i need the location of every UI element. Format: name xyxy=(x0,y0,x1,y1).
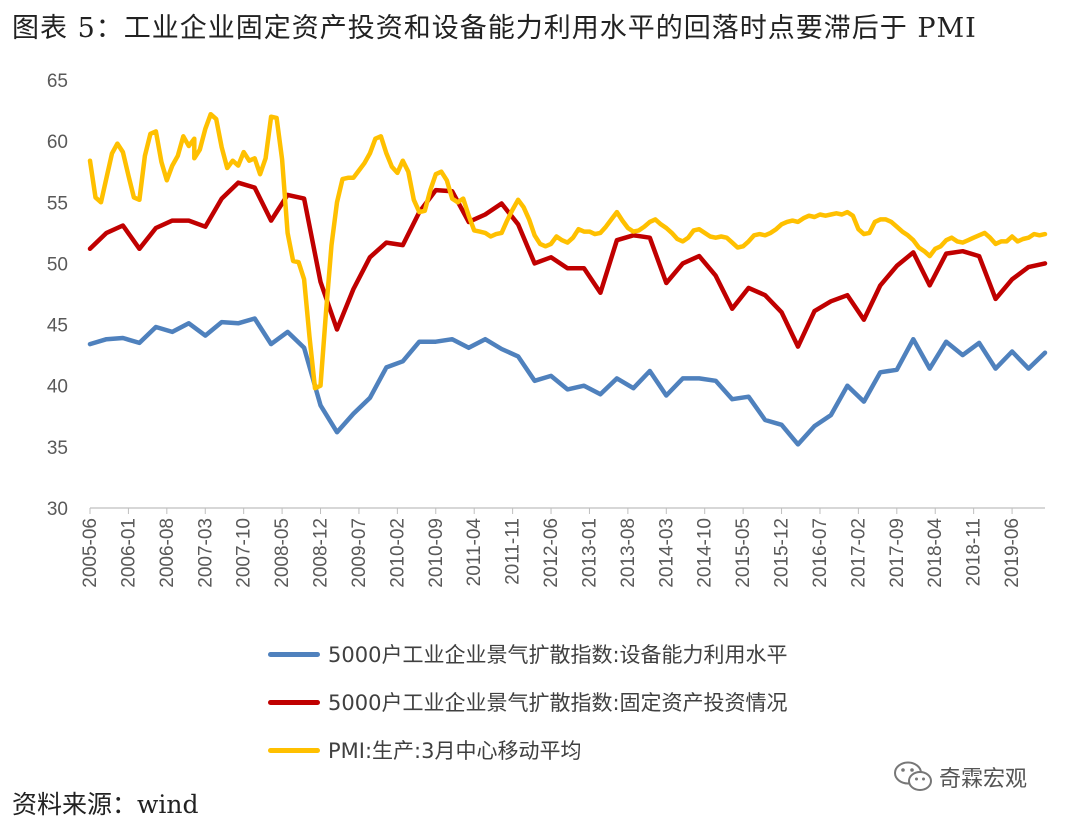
x-tick-label: 2014-03 xyxy=(656,518,677,588)
x-tick-label: 2011-04 xyxy=(464,518,485,587)
legend-label: PMI:生产:3月中心移动平均 xyxy=(328,739,582,763)
x-tick-label: 2019-06 xyxy=(1002,518,1023,588)
figure-title: 图表 5：工业企业固定资产投资和设备能力利用水平的回落时点要滞后于 PMI xyxy=(12,13,977,44)
legend-item: PMI:生产:3月中心移动平均 xyxy=(268,726,788,774)
line-chart: 30 35 40 45 50 55 60 65 2005-06 2006-01 2006-08 200… xyxy=(47,71,1048,588)
watermark-text: 奇霖宏观 xyxy=(939,767,1028,792)
y-tick-label: 50 xyxy=(47,254,68,275)
x-tick-label: 2018-04 xyxy=(925,518,946,588)
x-tick-label: 2008-05 xyxy=(272,518,293,588)
x-tick-label: 2007-10 xyxy=(234,518,255,588)
x-tick-label: 2012-06 xyxy=(541,518,562,588)
x-tick-label: 2018-11 xyxy=(964,518,985,586)
x-tick-label: 2017-02 xyxy=(848,518,869,588)
x-tick-label: 2010-02 xyxy=(387,518,408,588)
x-tick-label: 2005-06 xyxy=(80,518,101,588)
legend-swatch xyxy=(268,651,320,657)
x-tick-label: 2017-09 xyxy=(887,518,908,588)
y-tick-label: 30 xyxy=(47,499,68,520)
y-tick-label: 60 xyxy=(47,132,68,153)
wechat-icon xyxy=(894,761,932,791)
x-tick-label: 2013-01 xyxy=(579,518,600,588)
x-tick-label: 2015-12 xyxy=(772,518,793,588)
series-line-3 xyxy=(87,111,1048,391)
y-tick-label: 65 xyxy=(47,71,68,92)
y-tick-label: 40 xyxy=(47,377,68,398)
y-tick-label: 55 xyxy=(47,193,68,214)
legend-item: 5000户工业企业景气扩散指数:固定资产投资情况 xyxy=(268,678,788,726)
x-tick-label: 2007-03 xyxy=(195,518,216,588)
y-tick-label: 35 xyxy=(47,438,68,459)
legend-swatch xyxy=(268,747,320,753)
x-tick-label: 2011-11 xyxy=(503,518,524,585)
x-tick-label: 2016-07 xyxy=(810,518,831,588)
x-tick-label: 2014-10 xyxy=(695,518,716,588)
x-tick-label: 2009-07 xyxy=(349,518,370,588)
x-tick-label: 2013-08 xyxy=(618,518,639,588)
chart-legend: 5000户工业企业景气扩散指数:设备能力利用水平 5000户工业企业景气扩散指数:… xyxy=(268,630,788,774)
series-line-1 xyxy=(87,316,1048,447)
x-tick-label: 2008-12 xyxy=(311,518,332,588)
x-tick-label: 2015-05 xyxy=(733,518,754,588)
legend-label: 5000户工业企业景气扩散指数:固定资产投资情况 xyxy=(328,691,788,715)
source-note: 资料来源：wind xyxy=(12,790,199,819)
x-tick-label: 2006-08 xyxy=(157,518,178,588)
x-tick-label: 2010-09 xyxy=(426,518,447,588)
legend-swatch xyxy=(268,699,320,705)
legend-item: 5000户工业企业景气扩散指数:设备能力利用水平 xyxy=(268,630,788,678)
legend-label: 5000户工业企业景气扩散指数:设备能力利用水平 xyxy=(328,643,788,667)
y-tick-label: 45 xyxy=(47,316,68,337)
series-line-2 xyxy=(87,180,1048,349)
x-tick-label: 2006-01 xyxy=(118,518,139,588)
watermark: 奇霖宏观 xyxy=(893,760,1027,794)
